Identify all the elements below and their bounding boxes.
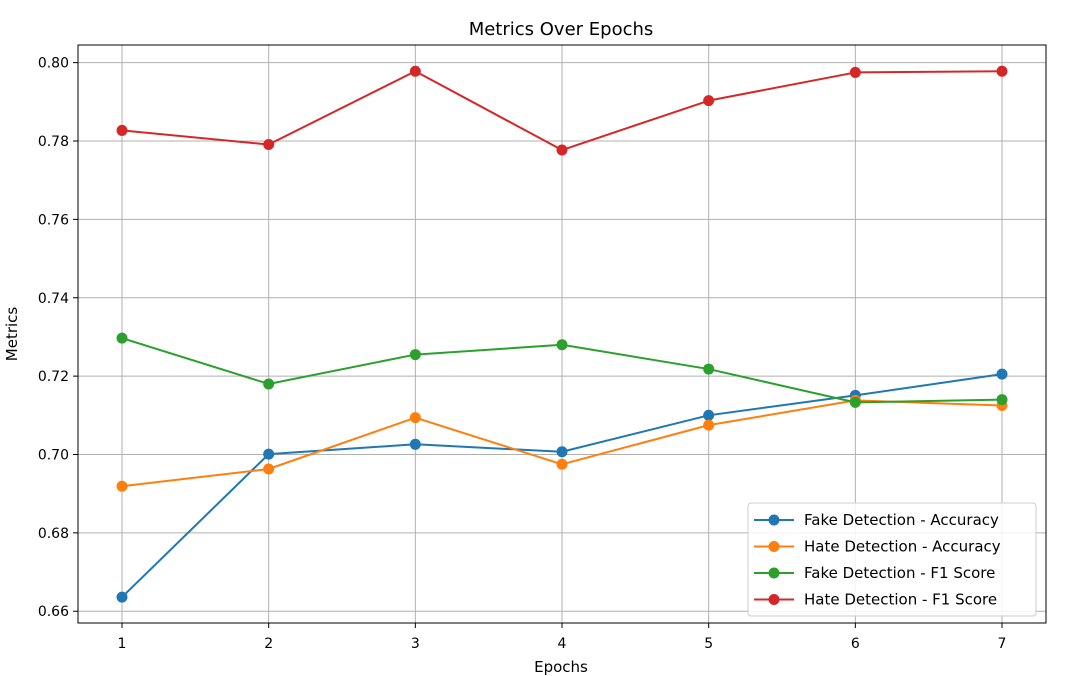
series-group (116, 65, 1008, 603)
data-point (703, 419, 715, 431)
legend-swatch-marker (768, 541, 780, 552)
x-axis-ticks: 1 2 3 4 5 6 7 (118, 623, 1007, 652)
legend-item: Hate Detection - Accuracy (754, 538, 1001, 556)
data-point (996, 394, 1008, 406)
x-tick-label: 2 (264, 636, 273, 652)
data-point (263, 378, 275, 390)
chart-title: Metrics Over Epochs (469, 19, 654, 40)
data-point (849, 396, 861, 408)
x-tick-label: 4 (558, 636, 567, 652)
data-point (116, 124, 128, 136)
y-axis-title: Metrics (3, 307, 21, 362)
legend-label: Fake Detection - F1 Score (804, 564, 995, 582)
data-point (409, 412, 421, 424)
legend-swatch-marker (768, 567, 780, 579)
data-point (263, 448, 275, 460)
y-tick-label: 0.78 (38, 134, 69, 150)
data-point (849, 66, 861, 78)
data-point (556, 446, 568, 458)
legend-item: Hate Detection - F1 Score (754, 591, 997, 609)
y-tick-label: 0.76 (38, 212, 69, 228)
legend: Fake Detection - Accuracy Hate Detection … (747, 502, 1037, 617)
y-axis-ticks: 0.66 0.68 0.70 0.72 0.74 0.76 0.78 0.80 (38, 56, 78, 620)
x-tick-label: 1 (118, 636, 127, 652)
legend-label: Fake Detection - Accuracy (804, 511, 999, 529)
data-point (116, 332, 128, 344)
data-point (556, 458, 568, 470)
data-point (263, 463, 275, 475)
data-point (116, 480, 128, 492)
legend-swatch-marker (768, 594, 780, 605)
grid (78, 45, 1046, 623)
legend-item: Fake Detection - Accuracy (754, 511, 999, 529)
data-point (556, 144, 568, 156)
y-tick-label: 0.72 (38, 369, 69, 385)
legend-box (747, 502, 1037, 617)
y-tick-label: 0.66 (38, 604, 69, 620)
data-point (409, 438, 421, 450)
series-4 (116, 65, 1008, 156)
legend-item: Fake Detection - F1 Score (754, 564, 995, 582)
data-point (556, 339, 568, 351)
data-point (409, 349, 421, 361)
series-3 (116, 332, 1008, 408)
data-point (409, 65, 421, 77)
data-point (996, 368, 1008, 380)
legend-swatch-marker (768, 514, 780, 526)
x-tick-label: 3 (411, 636, 420, 652)
y-tick-label: 0.80 (38, 56, 69, 72)
x-axis-title: Epochs (534, 658, 588, 676)
y-tick-label: 0.68 (38, 526, 69, 542)
legend-label: Hate Detection - Accuracy (804, 538, 1001, 556)
x-tick-label: 6 (851, 636, 860, 652)
y-tick-label: 0.74 (38, 291, 69, 307)
y-tick-label: 0.70 (38, 447, 69, 463)
legend-label: Hate Detection - F1 Score (804, 591, 997, 609)
data-point (703, 363, 715, 375)
x-tick-label: 5 (704, 636, 713, 652)
data-point (263, 139, 275, 151)
data-point (703, 409, 715, 421)
data-point (116, 591, 128, 603)
x-tick-label: 7 (998, 636, 1007, 652)
data-point (703, 95, 715, 107)
data-point (996, 65, 1008, 77)
